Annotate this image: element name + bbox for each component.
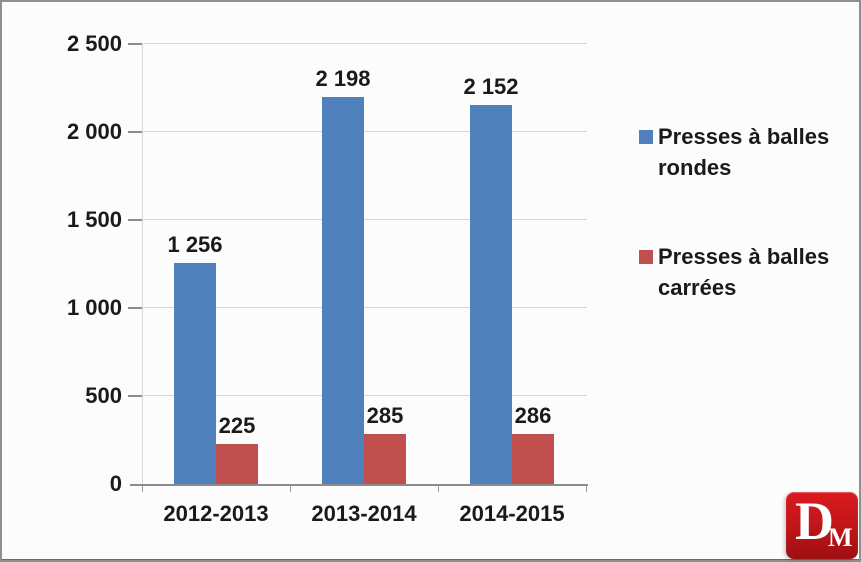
legend-label-carrees: Presses à balles carrées: [658, 241, 829, 303]
x-axis-boundary-tick: [142, 486, 143, 492]
y-axis-tick-label: 0: [109, 471, 122, 496]
gridline: [143, 131, 587, 132]
bar-carrees-2012-2013: [216, 444, 258, 484]
y-axis-tick-label: 1 500: [66, 207, 122, 232]
y-axis-tick-label: 2 500: [66, 31, 122, 56]
plot-area: [142, 43, 587, 484]
bar-carrees-2014-2015: [512, 434, 554, 484]
gridline: [143, 43, 587, 44]
bar-carrees-2013-2014: [364, 434, 406, 484]
legend-label-line: Presses à balles: [658, 124, 830, 149]
bar-rondes-2013-2014: [322, 97, 364, 484]
legend-swatch-carrees: [639, 250, 653, 264]
y-axis-tick-label: 2 000: [66, 119, 122, 144]
gridline: [143, 219, 587, 220]
x-axis-boundary-tick: [586, 486, 587, 492]
y-axis-tick: [128, 219, 142, 221]
y-axis-tick: [128, 395, 142, 397]
x-axis-boundary-tick: [438, 486, 439, 492]
x-axis-line: [130, 484, 588, 486]
x-axis-category-label: 2014-2015: [459, 501, 565, 526]
legend-label-line: rondes: [658, 155, 732, 180]
y-axis-tick: [128, 307, 142, 309]
legend-label-line: carrées: [658, 275, 737, 300]
bar-value-label: 1 256: [167, 232, 223, 257]
y-axis-tick: [128, 43, 142, 45]
x-axis-boundary-tick: [290, 486, 291, 492]
bar-value-label: 285: [366, 403, 404, 428]
y-axis-tick: [128, 131, 142, 133]
gridline: [143, 307, 587, 308]
dm-logo: D M: [786, 492, 858, 559]
bar-value-label: 2 152: [463, 74, 519, 99]
x-axis-category-label: 2013-2014: [311, 501, 417, 526]
legend-label-rondes: Presses à balles rondes: [658, 121, 829, 183]
y-axis-tick-label: 500: [85, 383, 122, 408]
legend-swatch-rondes: [639, 130, 653, 144]
gridline: [143, 395, 587, 396]
x-axis-category-label: 2012-2013: [163, 501, 269, 526]
logo-letter-m: M: [828, 523, 853, 552]
bar-rondes-2014-2015: [470, 105, 512, 484]
bar-rondes-2012-2013: [174, 263, 216, 484]
bar-value-label: 286: [514, 403, 552, 428]
bar-value-label: 225: [218, 413, 256, 438]
y-axis-tick-label: 1 000: [66, 295, 122, 320]
logo-letter-d: D: [795, 491, 834, 551]
legend-label-line: Presses à balles: [658, 244, 830, 269]
bar-value-label: 2 198: [315, 66, 371, 91]
